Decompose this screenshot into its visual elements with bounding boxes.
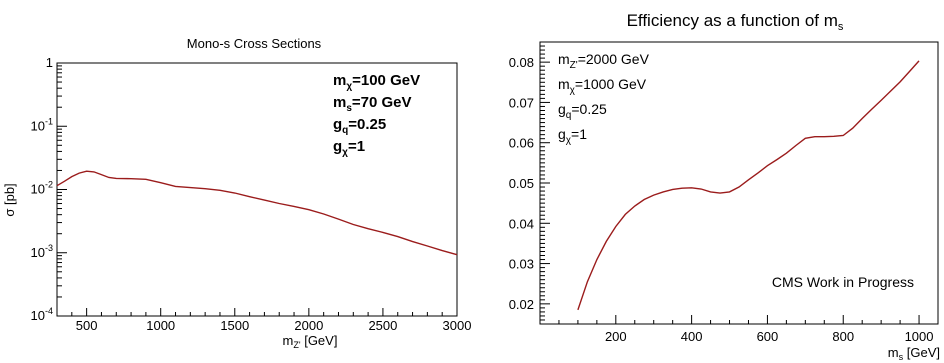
param-annotation: gq=0.25	[333, 116, 386, 136]
x-tick-label: 200	[605, 329, 627, 344]
cms-footnote: CMS Work in Progress	[772, 274, 914, 290]
param-annotation: gχ=1	[333, 138, 365, 158]
right-axis-ticks: 200 400 600 800 1000 0.02 0.03 0.04 0.05 0.06 0.07…	[509, 41, 939, 344]
chart-title-efficiency: Efficiency as a function of ms	[627, 11, 844, 33]
y-tick-base: 1	[46, 55, 53, 70]
x-tick-label: 800	[832, 329, 854, 344]
y-tick-label: 0.08	[509, 55, 534, 70]
efficiency-chart: Efficiency as a function of ms 200 400 600…	[509, 11, 940, 362]
y-tick-exp: -2	[45, 180, 53, 190]
param-annotation-main: g	[333, 138, 342, 155]
param-annotation-rest: =0.25	[348, 116, 386, 133]
y-tick-base: 10	[31, 245, 45, 260]
param-annotation-main: g	[558, 126, 566, 142]
y-tick-label: 0.06	[509, 136, 534, 151]
param-annotation-main: m	[558, 76, 570, 92]
x-tick-label: 400	[681, 329, 703, 344]
y-tick-exp: -3	[45, 243, 53, 253]
param-annotation-rest: =0.25	[571, 101, 607, 117]
param-annotation-main: g	[333, 116, 342, 133]
x-label-unit: [GeV]	[301, 333, 338, 348]
param-annotation-rest: =1	[571, 126, 587, 142]
y-tick-label: 10-2	[31, 180, 53, 197]
param-annotation-sub: χ	[566, 135, 572, 146]
y-tick-base: 10	[31, 118, 45, 133]
param-annotation-sub: q	[342, 125, 348, 136]
param-annotation-rest: =70 GeV	[352, 94, 412, 111]
param-annotation-sub: χ	[570, 85, 576, 96]
param-annotation-main: m	[333, 94, 346, 111]
param-annotation-sub: χ	[346, 81, 352, 92]
title-main: Efficiency as a function of m	[627, 11, 838, 30]
y-tick-label: 1	[46, 55, 53, 70]
left-series	[56, 170, 458, 256]
x-label-sub: Z'	[293, 340, 300, 350]
param-annotation-rest: =2000 GeV	[578, 51, 650, 67]
y-tick-label: 10-1	[31, 116, 53, 133]
param-annotation: mχ=1000 GeV	[558, 76, 647, 96]
y-tick-exp: -4	[45, 306, 53, 316]
param-annotation: gχ=1	[558, 126, 587, 146]
param-annotation-rest: =1000 GeV	[575, 76, 647, 92]
right-series	[577, 60, 920, 311]
param-annotation-main: g	[558, 101, 566, 117]
x-tick-label: 1500	[220, 318, 249, 333]
param-annotation: mZ'=2000 GeV	[558, 51, 650, 71]
x-label-main: m	[283, 333, 294, 348]
cross-section-line	[56, 170, 458, 256]
param-annotation: gq=0.25	[558, 101, 607, 121]
x-tick-label: 3000	[443, 318, 472, 333]
x-tick-label: 1000	[905, 329, 934, 344]
y-tick-base: 10	[31, 308, 45, 323]
y-tick-label: 0.05	[509, 176, 534, 191]
param-annotation-sub: q	[566, 110, 572, 121]
x-axis-label-ms: ms [GeV]	[888, 345, 940, 362]
efficiency-line	[577, 60, 920, 311]
y-tick-label: 10-3	[31, 243, 53, 260]
y-tick-label: 0.07	[509, 95, 534, 110]
param-annotation-sub: s	[346, 103, 352, 114]
param-annotation-sub: Z'	[570, 60, 578, 71]
param-annotation-main: m	[333, 72, 346, 89]
y-tick-exp: -1	[45, 116, 53, 126]
x-axis-label-mzprime: mZ' [GeV]	[283, 333, 338, 350]
x-label-sub: s	[899, 352, 904, 362]
title-sub: s	[838, 21, 844, 33]
cross-section-chart: Mono-s Cross Sections 500 1000 1500 2000 250…	[2, 36, 471, 350]
y-tick-label: 10-4	[31, 306, 53, 323]
x-label-unit: [GeV]	[903, 345, 940, 360]
x-tick-label: 2000	[294, 318, 323, 333]
x-tick-label: 600	[757, 329, 779, 344]
param-annotation-main: m	[558, 51, 570, 67]
chart-title-cross-sections: Mono-s Cross Sections	[187, 36, 322, 51]
y-tick-base: 10	[31, 182, 45, 197]
x-tick-label: 500	[76, 318, 98, 333]
y-tick-label: 0.03	[509, 257, 534, 272]
y-axis-label-sigma: σ [pb]	[2, 183, 17, 216]
x-tick-label: 1000	[146, 318, 175, 333]
param-annotation-rest: =100 GeV	[352, 72, 420, 89]
param-annotation-sub: χ	[342, 147, 348, 158]
param-annotation: mχ=100 GeV	[333, 72, 420, 92]
x-tick-label: 2500	[368, 318, 397, 333]
param-annotation-rest: =1	[348, 138, 365, 155]
param-annotation: ms=70 GeV	[333, 94, 412, 114]
x-label-main: m	[888, 345, 899, 360]
y-tick-label: 0.02	[509, 297, 534, 312]
y-tick-label: 0.04	[509, 216, 534, 231]
